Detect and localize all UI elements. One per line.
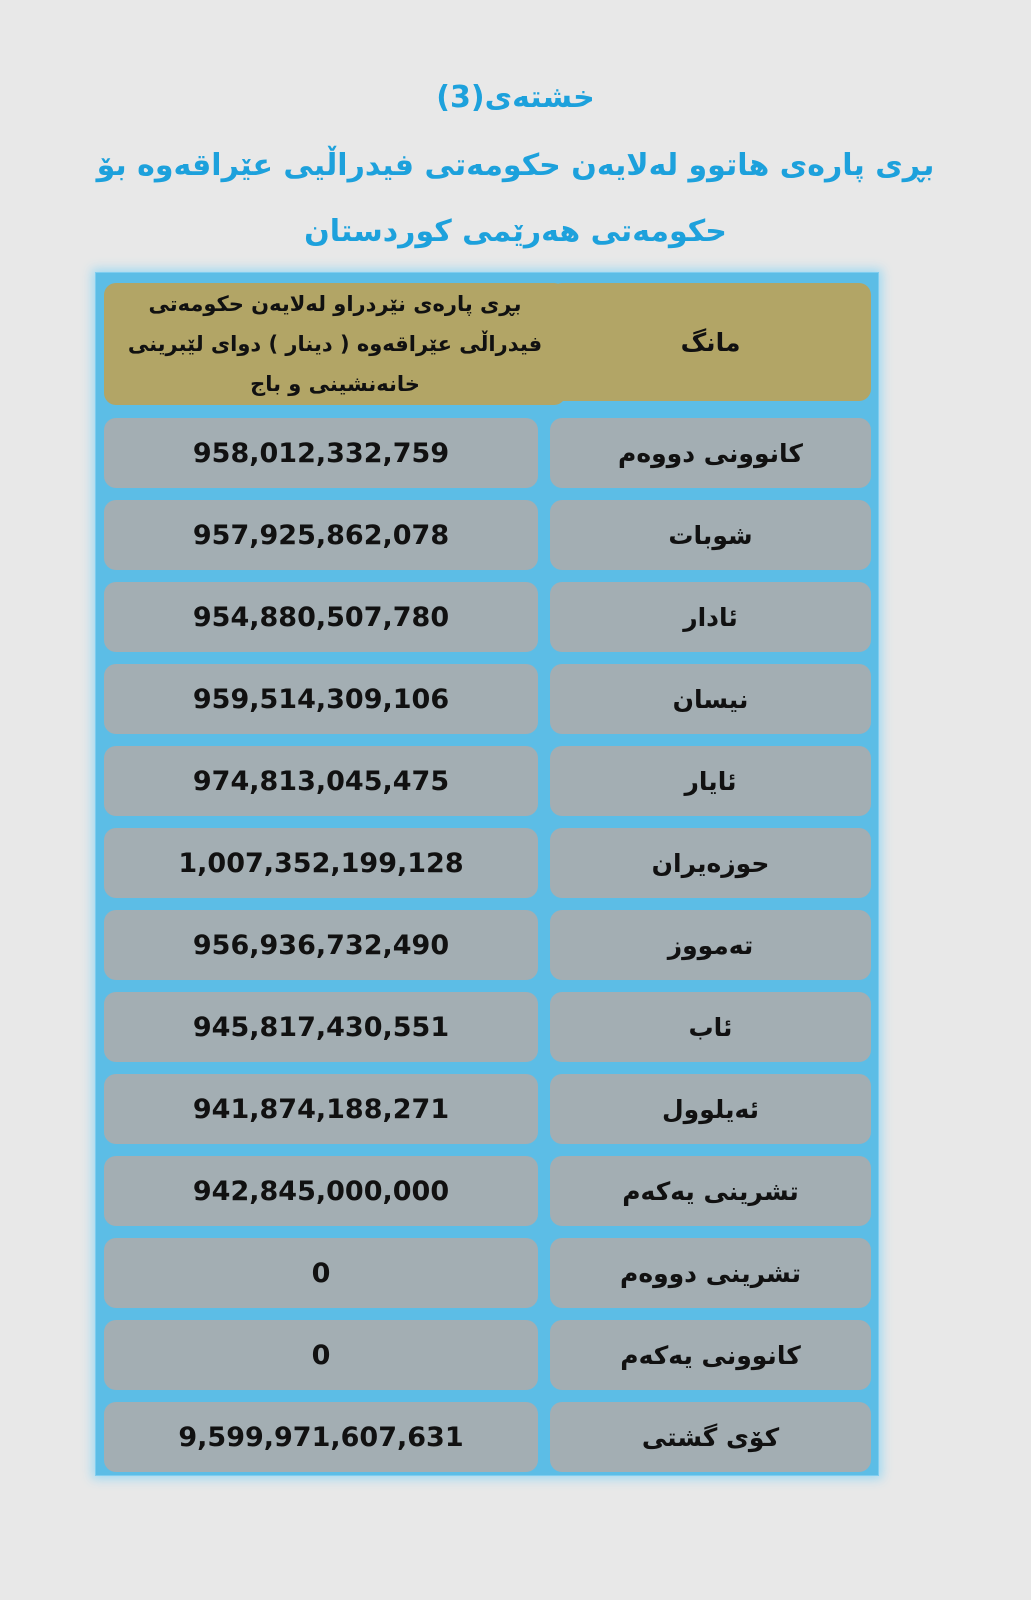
funds-table: بڕی پارەی نێردراو لەلایەن حکومەتی فیدراڵ… <box>95 272 879 1476</box>
amount-cell: 0 <box>104 1238 538 1308</box>
table-title-line1: بڕی پارەی هاتوو لەلایەن حکومەتی فیدراڵیی… <box>96 148 935 183</box>
amount-cell: 956,936,732,490 <box>104 910 538 980</box>
total-amount-cell: 9,599,971,607,631 <box>104 1402 538 1472</box>
header-amount: بڕی پارەی نێردراو لەلایەن حکومەتی فیدراڵ… <box>104 283 566 405</box>
table-number-title: خشتەی(3) <box>436 80 595 115</box>
month-cell: شوبات <box>550 500 871 570</box>
month-cell: ئایار <box>550 746 871 816</box>
total-label-cell: کۆی گشتی <box>550 1402 871 1472</box>
month-cell: حوزەیران <box>550 828 871 898</box>
header-month: مانگ <box>550 283 871 401</box>
month-cell: کانوونی یەکەم <box>550 1320 871 1390</box>
month-cell: نیسان <box>550 664 871 734</box>
amount-cell: 941,874,188,271 <box>104 1074 538 1144</box>
month-cell: تەمووز <box>550 910 871 980</box>
amount-cell: 942,845,000,000 <box>104 1156 538 1226</box>
amount-cell: 959,514,309,106 <box>104 664 538 734</box>
amount-cell: 945,817,430,551 <box>104 992 538 1062</box>
month-cell: ئاب <box>550 992 871 1062</box>
amount-cell: 954,880,507,780 <box>104 582 538 652</box>
month-cell: ئادار <box>550 582 871 652</box>
amount-cell: 974,813,045,475 <box>104 746 538 816</box>
table-title-line2: حکومەتی هەرێمی کوردستان <box>304 214 727 249</box>
amount-cell: 0 <box>104 1320 538 1390</box>
amount-cell: 958,012,332,759 <box>104 418 538 488</box>
month-cell: کانوونی دووەم <box>550 418 871 488</box>
month-cell: تشرینی یەکەم <box>550 1156 871 1226</box>
amount-cell: 1,007,352,199,128 <box>104 828 538 898</box>
month-cell: ئەیلوول <box>550 1074 871 1144</box>
amount-cell: 957,925,862,078 <box>104 500 538 570</box>
month-cell: تشرینی دووەم <box>550 1238 871 1308</box>
